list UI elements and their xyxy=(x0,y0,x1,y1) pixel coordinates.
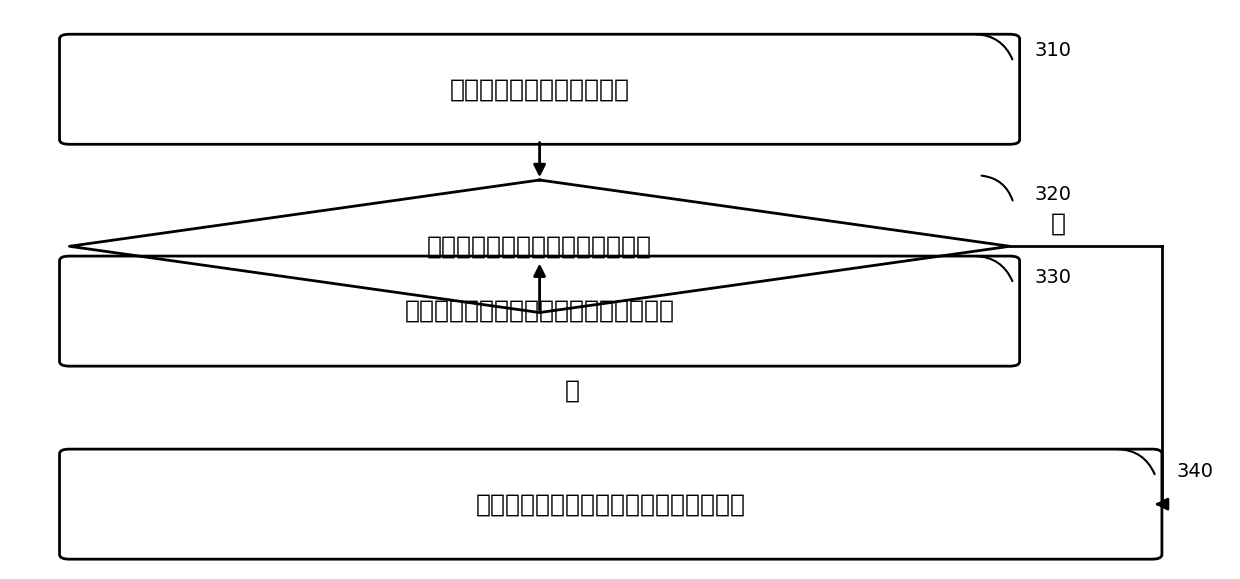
Text: 获取所述参数信息的测量值: 获取所述参数信息的测量值 xyxy=(450,77,630,101)
Text: 330: 330 xyxy=(1034,269,1071,288)
Text: 310: 310 xyxy=(1034,41,1071,60)
Text: 320: 320 xyxy=(1034,185,1071,204)
Text: 是: 是 xyxy=(564,378,579,402)
Text: 所述参数信息异常，以第三显示方式显示: 所述参数信息异常，以第三显示方式显示 xyxy=(404,299,675,323)
FancyBboxPatch shape xyxy=(60,256,1019,366)
Text: 否: 否 xyxy=(1050,211,1065,235)
Polygon shape xyxy=(69,180,1009,313)
Text: 340: 340 xyxy=(1177,461,1214,481)
Text: 判断所述测量值是否大于第二阈值: 判断所述测量值是否大于第二阈值 xyxy=(427,234,652,258)
FancyBboxPatch shape xyxy=(60,449,1162,559)
Text: 所述参数信息正常，以第四显示方式显示: 所述参数信息正常，以第四显示方式显示 xyxy=(476,492,745,516)
FancyBboxPatch shape xyxy=(60,34,1019,144)
